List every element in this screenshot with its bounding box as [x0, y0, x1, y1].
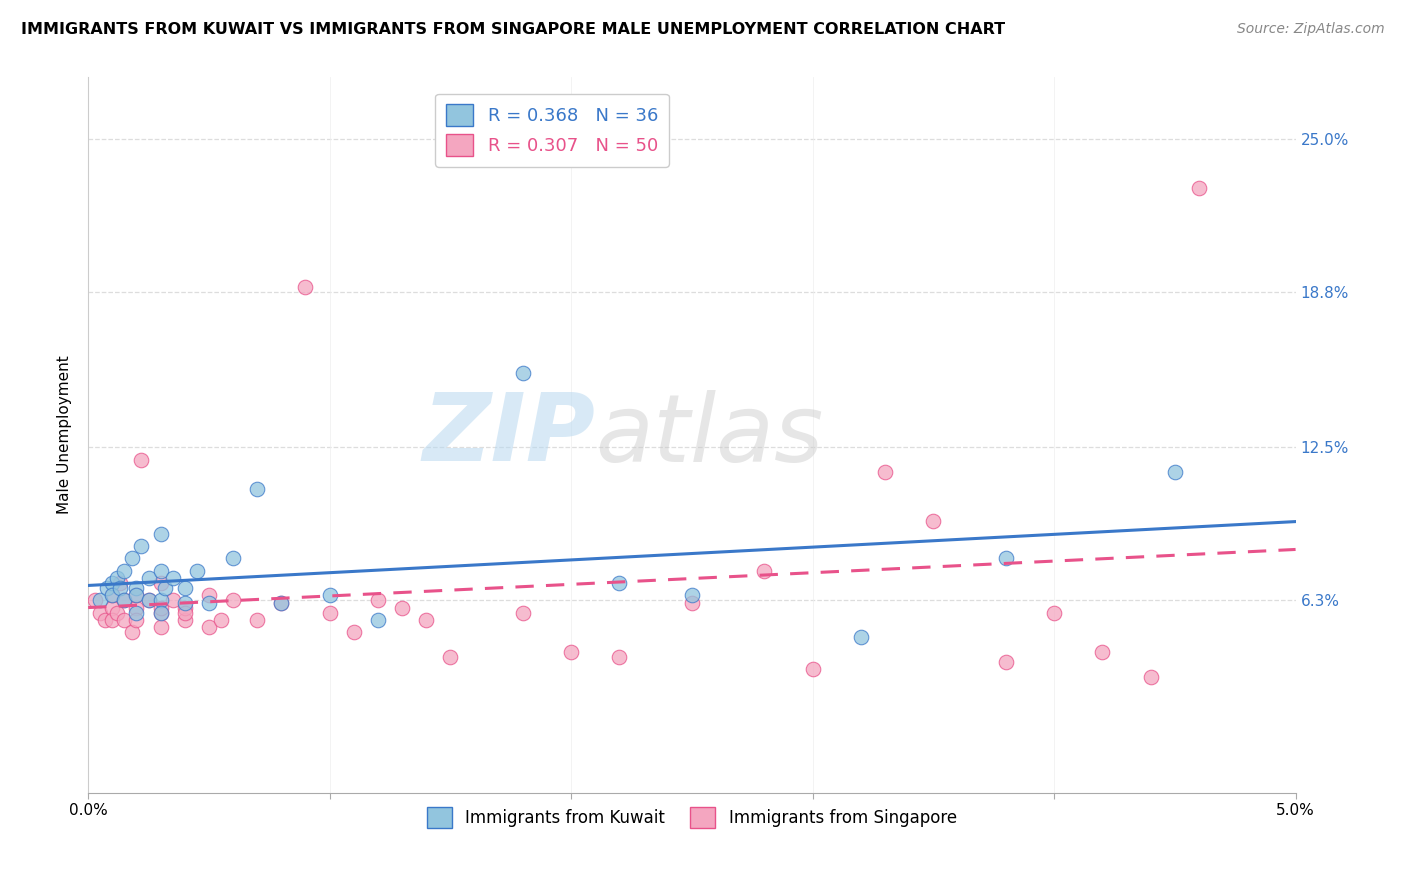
Point	[609, 650, 631, 665]
Point	[84, 593, 107, 607]
Point	[112, 564, 135, 578]
Point	[138, 593, 160, 607]
Point	[149, 576, 172, 591]
Point	[873, 465, 896, 479]
Point	[149, 526, 172, 541]
Point	[101, 613, 124, 627]
Point	[101, 576, 124, 591]
Point	[294, 280, 316, 294]
Point	[138, 571, 160, 585]
Point	[173, 613, 195, 627]
Point	[198, 596, 221, 610]
Point	[149, 620, 172, 634]
Point	[1043, 606, 1066, 620]
Point	[149, 600, 172, 615]
Point	[162, 593, 184, 607]
Point	[121, 625, 143, 640]
Point	[149, 606, 172, 620]
Point	[681, 588, 703, 602]
Point	[125, 588, 148, 602]
Point	[246, 483, 269, 497]
Point	[125, 606, 148, 620]
Point	[198, 588, 221, 602]
Point	[391, 600, 413, 615]
Point	[96, 581, 118, 595]
Text: ZIP: ZIP	[422, 389, 595, 481]
Point	[89, 593, 111, 607]
Point	[125, 600, 148, 615]
Point	[173, 600, 195, 615]
Point	[343, 625, 366, 640]
Point	[149, 564, 172, 578]
Point	[994, 655, 1017, 669]
Point	[198, 620, 221, 634]
Point	[101, 588, 124, 602]
Point	[155, 581, 177, 595]
Legend: Immigrants from Kuwait, Immigrants from Singapore: Immigrants from Kuwait, Immigrants from …	[420, 801, 963, 834]
Point	[681, 596, 703, 610]
Point	[246, 613, 269, 627]
Point	[89, 606, 111, 620]
Text: Source: ZipAtlas.com: Source: ZipAtlas.com	[1237, 22, 1385, 37]
Point	[105, 571, 128, 585]
Point	[138, 593, 160, 607]
Y-axis label: Male Unemployment: Male Unemployment	[58, 356, 72, 515]
Point	[512, 606, 534, 620]
Point	[560, 645, 582, 659]
Point	[1188, 181, 1211, 195]
Point	[173, 596, 195, 610]
Point	[173, 606, 195, 620]
Point	[125, 588, 148, 602]
Point	[105, 606, 128, 620]
Point	[108, 576, 131, 591]
Point	[1164, 465, 1187, 479]
Point	[439, 650, 461, 665]
Point	[209, 613, 232, 627]
Point	[186, 564, 208, 578]
Point	[129, 539, 152, 553]
Point	[101, 600, 124, 615]
Point	[1091, 645, 1114, 659]
Point	[112, 613, 135, 627]
Point	[94, 613, 117, 627]
Point	[512, 367, 534, 381]
Point	[149, 593, 172, 607]
Point	[318, 588, 340, 602]
Point	[849, 630, 872, 644]
Point	[922, 514, 945, 528]
Point	[318, 606, 340, 620]
Text: atlas: atlas	[595, 390, 824, 481]
Point	[415, 613, 437, 627]
Point	[108, 581, 131, 595]
Point	[129, 452, 152, 467]
Point	[112, 593, 135, 607]
Point	[367, 613, 389, 627]
Point	[125, 581, 148, 595]
Point	[101, 588, 124, 602]
Point	[149, 606, 172, 620]
Point	[125, 613, 148, 627]
Point	[121, 551, 143, 566]
Text: IMMIGRANTS FROM KUWAIT VS IMMIGRANTS FROM SINGAPORE MALE UNEMPLOYMENT CORRELATIO: IMMIGRANTS FROM KUWAIT VS IMMIGRANTS FRO…	[21, 22, 1005, 37]
Point	[270, 596, 292, 610]
Point	[1139, 670, 1161, 684]
Point	[994, 551, 1017, 566]
Point	[754, 564, 776, 578]
Point	[112, 593, 135, 607]
Point	[173, 581, 195, 595]
Point	[222, 551, 245, 566]
Point	[609, 576, 631, 591]
Point	[222, 593, 245, 607]
Point	[801, 662, 824, 676]
Point	[270, 596, 292, 610]
Point	[367, 593, 389, 607]
Point	[162, 571, 184, 585]
